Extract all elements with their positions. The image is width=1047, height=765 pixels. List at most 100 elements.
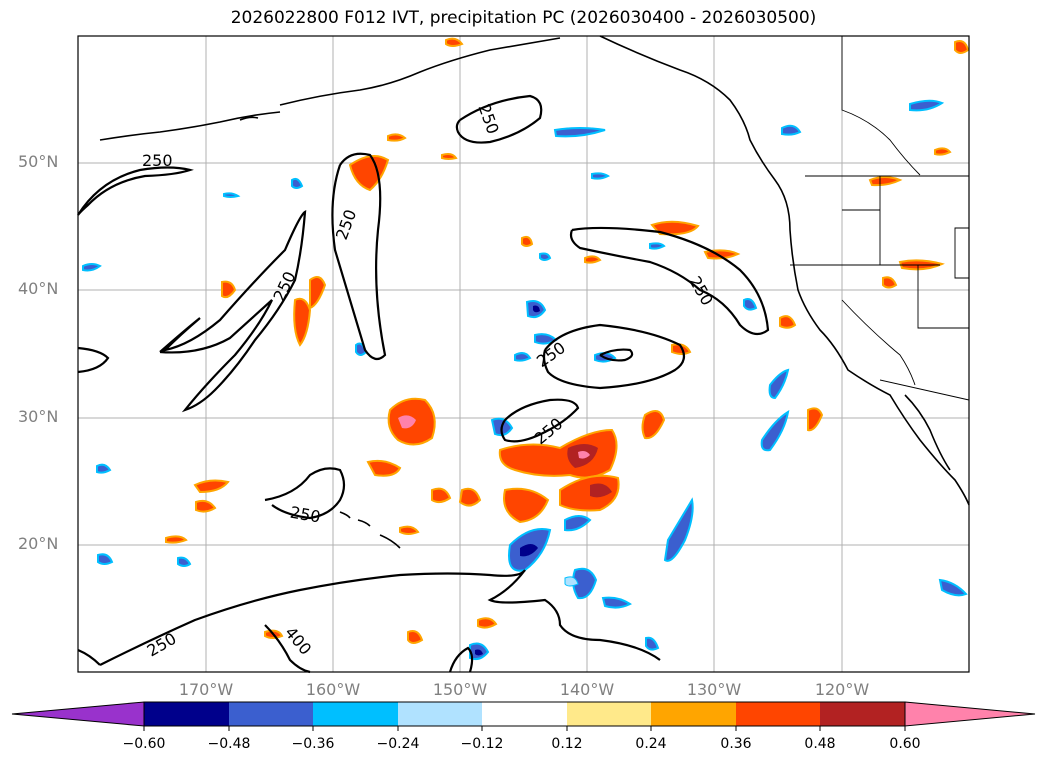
colorbar-tick-label: −0.36 (291, 736, 335, 752)
precip-patch (309, 275, 327, 310)
colorbar-swatch (144, 702, 229, 726)
colorbar-extend-low (11, 701, 145, 727)
lat-label-50n: 50°N (18, 152, 59, 171)
precip-patch (477, 617, 498, 629)
precip-patch (553, 127, 606, 138)
ivt-contour (542, 323, 686, 390)
precip-patch (938, 578, 968, 597)
hawaii-islands (339, 511, 401, 549)
colorbar (11, 701, 1036, 731)
precip-patch (564, 576, 579, 587)
precip-patch (591, 172, 610, 180)
ivt-contour (448, 646, 474, 673)
ivt-contour (264, 624, 311, 674)
precip-patch (641, 410, 666, 440)
ivt-contour (77, 648, 101, 666)
precip-negative-patches (82, 99, 968, 661)
precip-patch (559, 474, 620, 512)
colorbar-tick-label: 0.60 (889, 736, 921, 752)
precip-patch (578, 451, 590, 459)
precip-patch (387, 133, 407, 142)
precip-patch (165, 535, 188, 544)
precip-patch (663, 497, 694, 562)
ivt-contour (569, 226, 770, 336)
colorbar-swatch (567, 702, 651, 726)
lat-label-20n: 20°N (18, 534, 59, 553)
precip-patch (934, 147, 952, 156)
precip-patch (177, 556, 192, 567)
precip-patch (807, 407, 824, 432)
precip-patch (868, 176, 903, 187)
ivt-contour (99, 569, 661, 666)
lat-label-40n: 40°N (18, 279, 59, 298)
precip-patch (195, 499, 217, 513)
precip-patch (398, 415, 416, 429)
precip-patch (521, 235, 534, 247)
ivt-contour (599, 348, 634, 362)
map-title: 2026022800 F012 IVT, precipitation PC (2… (230, 8, 817, 28)
precip-patch (768, 368, 790, 400)
lon-label-150w: 150°W (432, 680, 488, 699)
colorbar-tick-label: −0.48 (207, 736, 251, 752)
colorbar-swatch (651, 702, 736, 726)
precip-patch (431, 487, 452, 504)
baja-coast (904, 394, 951, 471)
precip-patch (82, 263, 102, 272)
ivt-contour (159, 209, 307, 413)
precip-positive-patches (165, 37, 970, 644)
precip-patch (645, 636, 660, 651)
lon-label-120w: 120°W (814, 680, 870, 699)
precip-patch (760, 409, 790, 452)
colorbar-swatch (398, 702, 482, 726)
ivt-contour (331, 152, 387, 361)
precip-patch (539, 252, 552, 261)
precip-patch (601, 596, 632, 609)
precip-patch (882, 276, 898, 289)
colorbar-tick-label: 0.24 (635, 736, 667, 752)
ivt-contour (500, 398, 580, 443)
precip-patch (498, 428, 618, 479)
ivt-contour (77, 346, 110, 374)
colorbar-swatch (820, 702, 905, 726)
precip-patch (779, 315, 797, 329)
colorbar-tick-label: −0.12 (460, 736, 504, 752)
precip-patch (590, 483, 612, 498)
ivt-contours (77, 94, 770, 674)
precip-patch (445, 37, 464, 47)
north-america-coast (599, 35, 970, 506)
precip-patch (223, 192, 241, 198)
colorbar-tick-label: −0.24 (376, 736, 420, 752)
precip-patch (520, 544, 538, 557)
precip-patch (399, 525, 420, 535)
map-frame (77, 35, 970, 673)
lat-label-30n: 30°N (18, 407, 59, 426)
precip-patch (909, 99, 945, 112)
precip-patch (564, 515, 592, 532)
colorbar-swatch (313, 702, 398, 726)
precip-patch (533, 305, 540, 313)
precip-patch (954, 40, 970, 54)
precip-patch (458, 487, 482, 507)
colorbar-tick-label: 0.36 (720, 736, 752, 752)
precip-patch (781, 124, 802, 136)
precip-patch (514, 352, 532, 362)
precip-patch (743, 298, 758, 311)
precip-patch (366, 459, 402, 477)
gridlines (78, 36, 969, 672)
colorbar-extend-high (904, 701, 1036, 727)
precip-patch (221, 280, 237, 299)
precip-patch (584, 255, 602, 264)
precip-patch (291, 177, 304, 189)
precip-patch (503, 487, 550, 524)
state-borders (790, 36, 970, 401)
precip-patch (293, 297, 312, 347)
alaska-coast (279, 37, 561, 106)
alaska-coast (99, 111, 281, 141)
colorbar-tick-label: 0.12 (551, 736, 583, 752)
colorbar-tick-label: 0.48 (804, 736, 836, 752)
precip-patch (96, 463, 112, 474)
colorbar-swatch (736, 702, 820, 726)
contour-label: 250 (142, 151, 173, 170)
alaska-islands (239, 116, 259, 121)
colorbar-swatch (229, 702, 313, 726)
